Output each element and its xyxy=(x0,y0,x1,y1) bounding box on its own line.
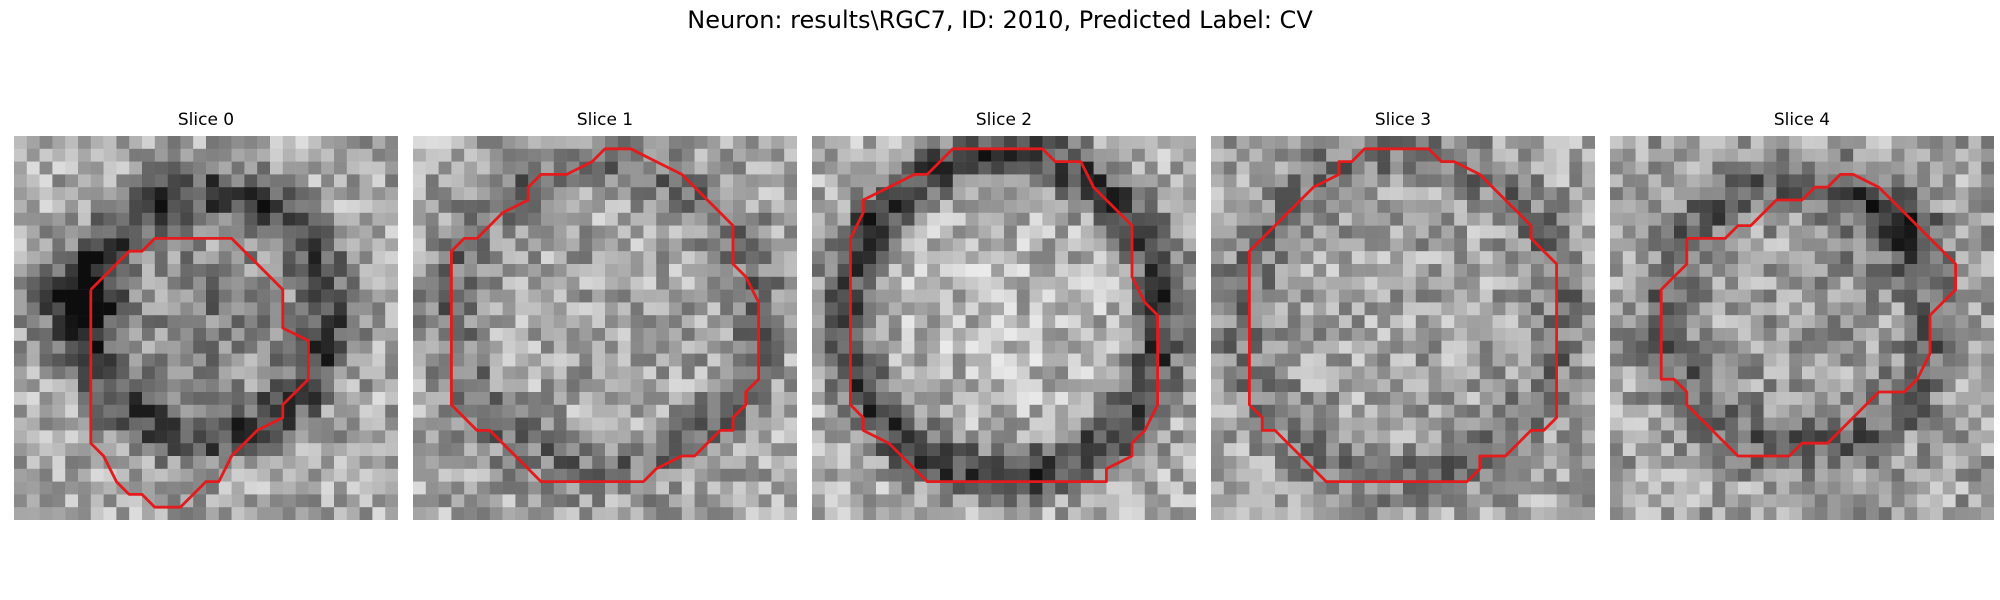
slice-panel-3: Slice 3 xyxy=(1211,108,1595,520)
slice-image xyxy=(413,136,797,520)
slice-title: Slice 4 xyxy=(1773,110,1831,130)
slice-title: Slice 2 xyxy=(975,110,1033,130)
slice-image xyxy=(812,136,1196,520)
roi-contour xyxy=(1659,172,1958,458)
slice-title: Slice 0 xyxy=(177,110,235,130)
slice-panel-0: Slice 0 xyxy=(14,108,398,520)
slice-panel-4: Slice 4 xyxy=(1610,108,1994,520)
roi-contour xyxy=(848,147,1160,484)
roi-contour xyxy=(1247,147,1559,484)
slice-image xyxy=(14,136,398,520)
roi-contour xyxy=(89,236,310,509)
slice-image xyxy=(1211,136,1595,520)
roi-contour xyxy=(449,147,761,484)
slice-title: Slice 3 xyxy=(1374,110,1432,130)
slice-title: Slice 1 xyxy=(576,110,634,130)
slice-image xyxy=(1610,136,1994,520)
slice-panel-1: Slice 1 xyxy=(413,108,797,520)
slice-panel-2: Slice 2 xyxy=(812,108,1196,520)
figure-title: Neuron: results\RGC7, ID: 2010, Predicte… xyxy=(687,6,1313,34)
